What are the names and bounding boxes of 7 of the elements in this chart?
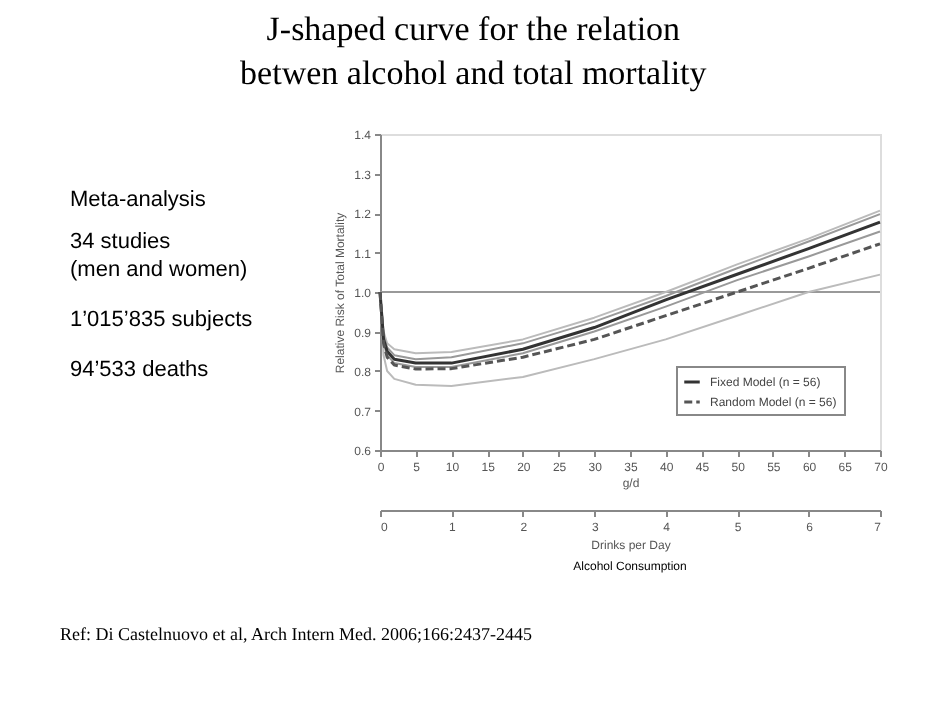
text: (men and women) xyxy=(70,258,248,282)
text: Ref: Di Castelnuovo et al, Arch Intern Med. 2006;166:2437-2445 xyxy=(60,624,533,644)
text: Meta-analysis xyxy=(70,188,207,212)
text: 1’015’835 subjects xyxy=(70,308,254,332)
chart-title: J-shaped curve for the relation betwen alcohol and total mortality xyxy=(240,10,708,92)
text: 94’533 deaths xyxy=(70,358,210,382)
text: 34 studies xyxy=(70,230,172,254)
